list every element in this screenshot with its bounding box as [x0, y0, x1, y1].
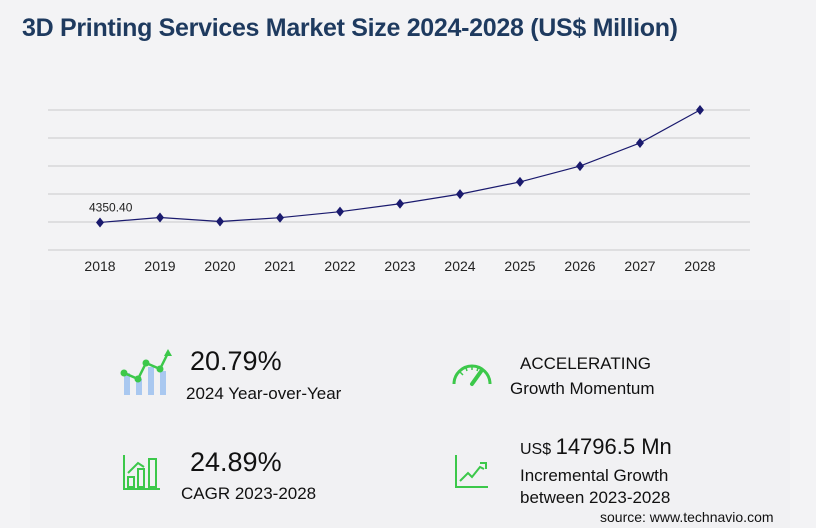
x-tick-label: 2022 — [324, 258, 355, 274]
data-point — [396, 198, 404, 209]
data-point — [276, 212, 284, 223]
momentum-label: Growth Momentum — [510, 379, 655, 398]
source-text: source: www.technavio.com — [600, 509, 774, 525]
incremental-label-2: between 2023-2028 — [520, 488, 671, 507]
x-tick-label: 2021 — [264, 258, 295, 274]
x-tick-label: 2028 — [684, 258, 715, 274]
speedometer-icon — [452, 364, 492, 386]
chart-title: 3D Printing Services Market Size 2024-20… — [22, 14, 678, 42]
bar-chart-icon — [123, 455, 160, 490]
data-point — [636, 137, 644, 148]
data-point — [696, 105, 704, 115]
cagr-value: 24.89% — [190, 447, 282, 477]
x-tick-label: 2026 — [564, 258, 595, 274]
data-point — [336, 206, 344, 217]
x-tick-label: 2024 — [444, 258, 475, 274]
line-chart: 2018 2019 2020 2021 2022 2023 2024 2025 2026 2027… — [48, 105, 750, 274]
cagr-label: CAGR 2023-2028 — [181, 484, 317, 503]
currency-prefix: US$ — [520, 441, 552, 458]
data-point — [576, 161, 584, 172]
stats-panel — [30, 300, 790, 528]
x-tick-label: 2027 — [624, 258, 655, 274]
data-point — [156, 212, 164, 223]
data-point — [456, 189, 464, 200]
incremental-amount: 14796.5 Mn — [555, 434, 672, 459]
yoy-value: 20.79% — [190, 346, 282, 376]
x-tick-label: 2019 — [144, 258, 175, 274]
yoy-label: 2024 Year-over-Year — [186, 384, 342, 403]
incremental-value: US$ 14796.5 Mn — [520, 434, 672, 460]
growth-chart-icon — [120, 349, 172, 395]
data-point — [216, 216, 224, 227]
incremental-label-1: Incremental Growth — [520, 466, 669, 485]
x-tick-label: 2018 — [84, 258, 115, 274]
x-tick-label: 2025 — [504, 258, 535, 274]
x-tick-label: 2020 — [204, 258, 235, 274]
x-tick-label: 2023 — [384, 258, 415, 274]
data-point — [96, 217, 104, 228]
data-label: 4350.40 — [89, 200, 133, 214]
trend-up-icon — [455, 455, 488, 488]
data-point — [516, 176, 524, 187]
momentum-value: ACCELERATING — [520, 354, 651, 373]
